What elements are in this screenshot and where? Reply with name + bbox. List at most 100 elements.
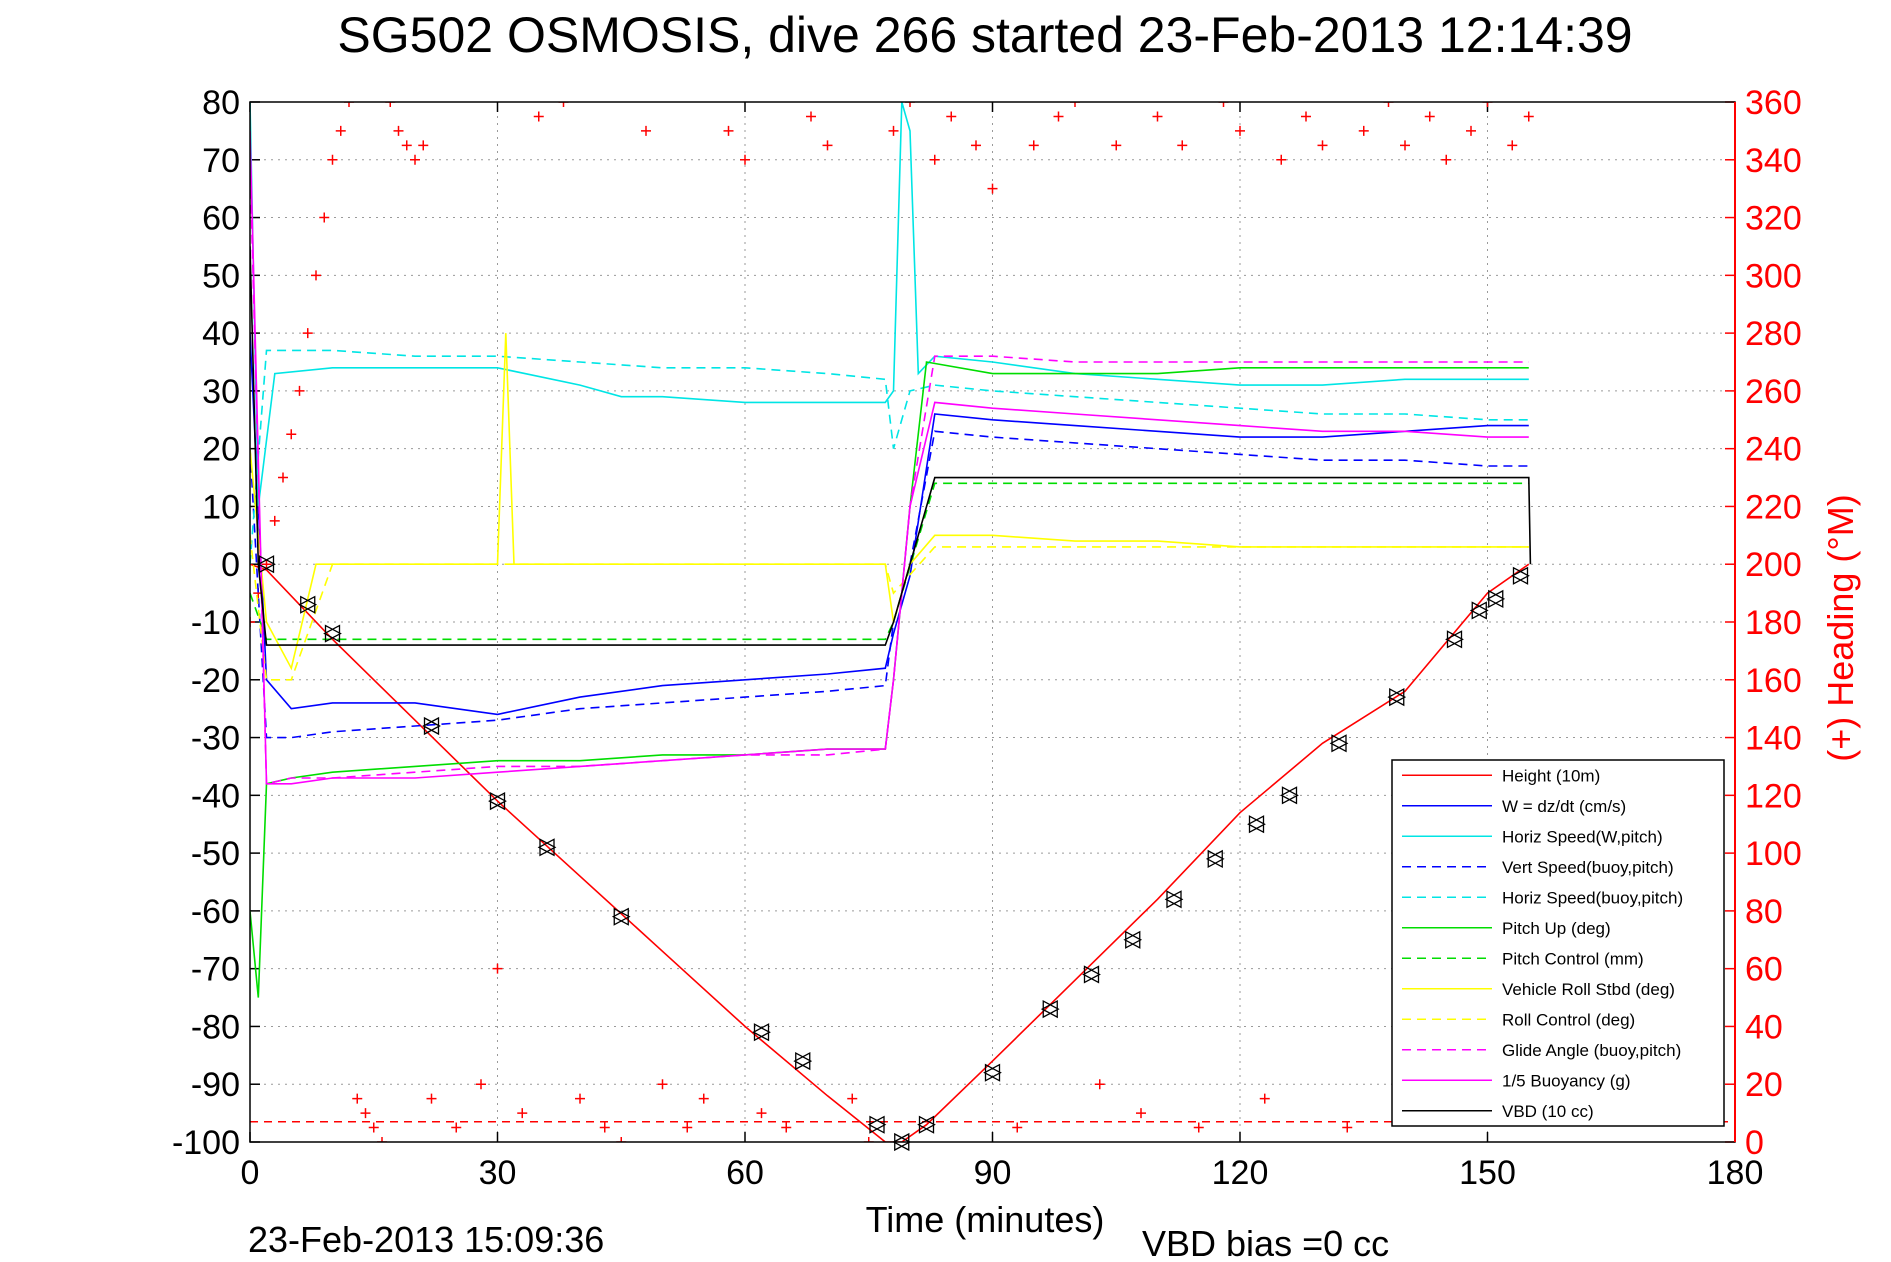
y-right-tick-label: 280	[1745, 315, 1802, 353]
heading-point	[781, 1122, 792, 1133]
x-tick-label: 0	[241, 1154, 260, 1192]
heading-point	[1424, 111, 1435, 122]
legend-label: Pitch Up (deg)	[1502, 919, 1611, 938]
legend-label: Horiz Speed(buoy,pitch)	[1502, 888, 1683, 907]
legend-label: W = dz/dt (cm/s)	[1502, 797, 1626, 816]
y-axis-label-right: (+) Heading (°M)	[1820, 494, 1861, 761]
heading-point	[806, 111, 816, 122]
heading-point	[1400, 140, 1410, 151]
y-right-tick-label: 300	[1745, 257, 1802, 295]
heading-point	[319, 212, 330, 223]
heading-point	[377, 1137, 387, 1142]
y-tick-label: -50	[191, 835, 240, 873]
series-line	[250, 159, 1529, 785]
y-right-tick-label: 40	[1745, 1008, 1783, 1046]
y-right-tick-label: 240	[1745, 431, 1802, 469]
vbd-marker	[1042, 1000, 1060, 1019]
legend-box	[1391, 759, 1725, 1127]
heading-point	[250, 617, 255, 627]
legend-label: Glide Angle (buoy,pitch)	[1502, 1041, 1681, 1060]
y-right-tick-label: 160	[1745, 662, 1802, 700]
heading-point	[599, 1122, 610, 1133]
vbd-marker	[613, 907, 631, 926]
heading-point	[533, 111, 544, 122]
vbd-marker	[984, 1063, 1002, 1082]
vbd-marker	[258, 555, 276, 574]
heading-point	[929, 154, 940, 165]
heading-point	[558, 102, 569, 107]
heading-point	[1012, 1122, 1023, 1133]
heading-point	[1028, 140, 1039, 151]
legend-label: Horiz Speed(W,pitch)	[1502, 827, 1663, 846]
y-tick-label: -20	[191, 662, 240, 700]
heading-point	[756, 1108, 767, 1119]
y-right-tick-label: 20	[1745, 1066, 1783, 1104]
vbd-markers	[257, 555, 1530, 1152]
footer-timestamp: 23-Feb-2013 15:09:36	[248, 1219, 604, 1260]
heading-point	[888, 125, 899, 136]
heading-point	[1136, 1108, 1146, 1119]
heading-point	[863, 1137, 874, 1142]
y-right-tick-label: 60	[1745, 951, 1783, 989]
x-tick-label: 90	[974, 1154, 1012, 1192]
series-line	[250, 563, 1530, 1142]
vbd-marker	[1207, 849, 1225, 868]
vbd-marker	[1281, 786, 1299, 805]
series-line	[250, 482, 1529, 641]
vbd-marker	[1083, 965, 1101, 984]
heading-point	[294, 385, 305, 396]
heading-point	[946, 111, 957, 122]
heading-point	[368, 1122, 379, 1133]
vbd-marker	[1166, 890, 1184, 909]
vbd-marker	[1164, 890, 1182, 909]
vbd-marker	[795, 1052, 813, 1071]
series-line	[250, 349, 1529, 565]
y-right-tick-label: 140	[1745, 720, 1802, 758]
heading-point	[1358, 125, 1369, 136]
y-tick-label: 0	[221, 546, 240, 584]
heading-point	[269, 515, 280, 526]
heading-point	[698, 1093, 709, 1104]
legend-label: Vehicle Roll Stbd (deg)	[1502, 980, 1675, 999]
y-right-tick-label: 180	[1745, 604, 1802, 642]
vbd-marker	[1512, 566, 1530, 585]
legend: Height (10m) W = dz/dt (cm/s) Horiz Speed(…	[1391, 759, 1725, 1127]
vbd-marker	[1248, 815, 1266, 834]
heading-point	[1507, 140, 1518, 151]
heading-point	[657, 1079, 668, 1090]
y-tick-label: 20	[202, 431, 240, 469]
heading-point	[1523, 111, 1534, 122]
heading-point	[302, 328, 313, 339]
heading-point	[1111, 140, 1122, 151]
heading-point	[426, 1093, 437, 1104]
legend-label: Pitch Control (mm)	[1502, 949, 1644, 968]
y-tick-label: 60	[202, 200, 240, 238]
vbd-marker	[489, 792, 507, 811]
legend-label: Vert Speed(buoy,pitch)	[1502, 858, 1674, 877]
heading-point	[311, 270, 321, 281]
y-tick-label: -100	[172, 1124, 240, 1162]
vbd-marker	[1488, 589, 1506, 608]
heading-point	[1317, 140, 1328, 151]
series-line	[250, 246, 1532, 646]
series-line	[250, 333, 1529, 716]
vbd-marker	[324, 624, 342, 643]
heading-point	[1482, 102, 1493, 107]
vbd-marker	[1331, 734, 1349, 753]
y-tick-label: -10	[191, 604, 240, 642]
vbd-marker	[423, 716, 441, 736]
grid	[250, 102, 1735, 1142]
heading-point	[401, 140, 412, 151]
legend-label: Roll Control (deg)	[1502, 1010, 1635, 1029]
y-tick-label: -80	[191, 1008, 240, 1046]
vbd-marker	[539, 838, 557, 857]
heading-point	[1053, 111, 1064, 122]
heading-point	[352, 1093, 363, 1104]
heading-point	[393, 125, 404, 136]
heading-point	[286, 429, 297, 440]
heading-point	[451, 1122, 462, 1133]
footer-vbd-bias: VBD bias =0 cc	[1142, 1223, 1389, 1262]
heading-point	[1301, 111, 1311, 122]
y-tick-label: 10	[202, 488, 240, 526]
heading-point	[1466, 125, 1476, 136]
